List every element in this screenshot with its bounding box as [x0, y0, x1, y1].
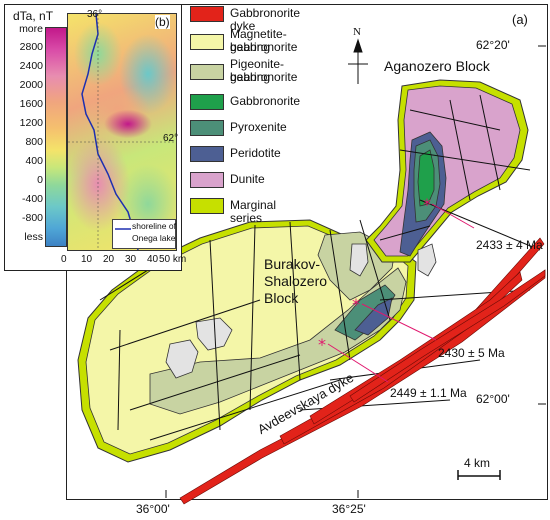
anomaly-map: shoreline of Onega lake [67, 13, 177, 251]
inset-scale-tick: 50 km [159, 254, 187, 265]
legend-text: Marginal series [230, 198, 277, 225]
shoreline-legend: shoreline of Onega lake [112, 219, 176, 249]
inset-scale-tick: 40 [147, 254, 159, 265]
panel-label-a: (a) [512, 12, 528, 27]
legend-swatch [190, 64, 224, 80]
legend-text: gabbronorite [230, 70, 298, 84]
legend-text: Dunite [230, 172, 265, 186]
colorbar-label: less [24, 231, 43, 243]
legend-swatch [190, 120, 224, 136]
colorbar-labels: more 2800 2400 2000 1600 1200 800 400 0 … [5, 23, 43, 249]
sample-asterisk: * [423, 195, 431, 214]
legend-swatch [190, 146, 224, 162]
scale-label: 4 km [464, 456, 491, 470]
inset-lat-label: 62° [163, 133, 179, 144]
pyroxenite-wedge [334, 284, 396, 341]
colorbar-label: 2800 [19, 41, 43, 53]
shoreline-label: shoreline of [132, 221, 176, 231]
pigeonite-gabbronorite-zone [149, 267, 407, 415]
legend-text: Gabbronorite [230, 94, 301, 108]
scale-bar [457, 470, 501, 480]
dunite-aganozero [373, 85, 521, 257]
inset-scale-tick: 0 [61, 254, 67, 265]
colorbar-label: 400 [25, 155, 43, 167]
inset-lon-label: 36° [87, 9, 103, 20]
panel-label-b: (b) [155, 15, 170, 29]
legend-text: gabbronorite [230, 40, 298, 54]
inset-scale-tick: 30 [125, 254, 137, 265]
inset-map-b: dTa, nT more 2800 2400 2000 1600 1200 80… [4, 4, 186, 271]
block-burakov-label: Burakov- Shalozero Block [264, 256, 327, 307]
block-burakov-line: Burakov- [264, 256, 321, 272]
lon-label-right: 36°25' [332, 502, 366, 516]
lake-2 [165, 339, 199, 379]
age-label: 2430 ± 5 Ma [438, 346, 505, 360]
sample-asterisk: * [318, 335, 326, 354]
legend-text: Magnetite-bearing [230, 27, 287, 54]
block-burakov-line: Block [264, 290, 299, 306]
legend-swatch [190, 6, 224, 22]
lon-label-left: 36°00' [136, 502, 170, 516]
legend-text: Gabbronorite dyke [230, 6, 301, 33]
colorbar-label: 2000 [19, 79, 43, 91]
colorbar-label: 2400 [19, 60, 43, 72]
inset-scale: 0 10 20 30 40 50 km [61, 252, 186, 268]
north-label: N [353, 26, 361, 38]
inset-scale-tick: 20 [103, 254, 115, 265]
colorbar-label: more [19, 23, 43, 35]
colorbar [45, 27, 67, 247]
legend-swatch [190, 172, 224, 188]
lake-1 [195, 317, 233, 351]
lat-label-top: 62°20' [476, 38, 510, 52]
legend-swatch [190, 198, 224, 214]
age-label: 2449 ± 1.1 Ma [390, 386, 467, 400]
shoreline-label: Onega lake [132, 233, 176, 243]
inset-scale-tick: 10 [81, 254, 93, 265]
sample-asterisk: * [352, 295, 360, 314]
north-arrow [348, 38, 368, 84]
peridotite-wedge [354, 297, 393, 336]
legend-text: Pyroxenite [230, 120, 287, 134]
lake-3 [349, 243, 369, 277]
age-leader-lines [327, 203, 475, 383]
colorbar-title: dTa, nT [13, 9, 54, 23]
block-burakov-line: Shalozero [264, 273, 328, 289]
colorbar-label: 1600 [19, 98, 43, 110]
colorbar-label: 1200 [19, 117, 43, 129]
legend-swatch [190, 94, 224, 110]
legend-text: Pigeonite-bearing [230, 57, 285, 84]
shoreline-line [68, 14, 176, 250]
sample-markers: * * * [318, 195, 431, 354]
block-aganozero-label: Aganozero Block [384, 58, 490, 74]
age-label: 2433 ± 4 Ma [476, 238, 543, 252]
legend-swatch [190, 34, 224, 50]
colorbar-label: 0 [37, 174, 43, 186]
colorbar-label: -400 [21, 193, 43, 205]
lake-4 [417, 243, 437, 277]
colorbar-label: -800 [21, 212, 43, 224]
colorbar-label: 800 [25, 136, 43, 148]
gabbronorite-aganozero [417, 149, 435, 207]
shoreline-legend-line [115, 228, 131, 230]
gabbronorite-dykes [179, 237, 546, 505]
lat-label-mid: 62°00' [476, 392, 510, 406]
legend-text: Peridotite [230, 146, 281, 160]
frame-ticks [165, 45, 546, 498]
